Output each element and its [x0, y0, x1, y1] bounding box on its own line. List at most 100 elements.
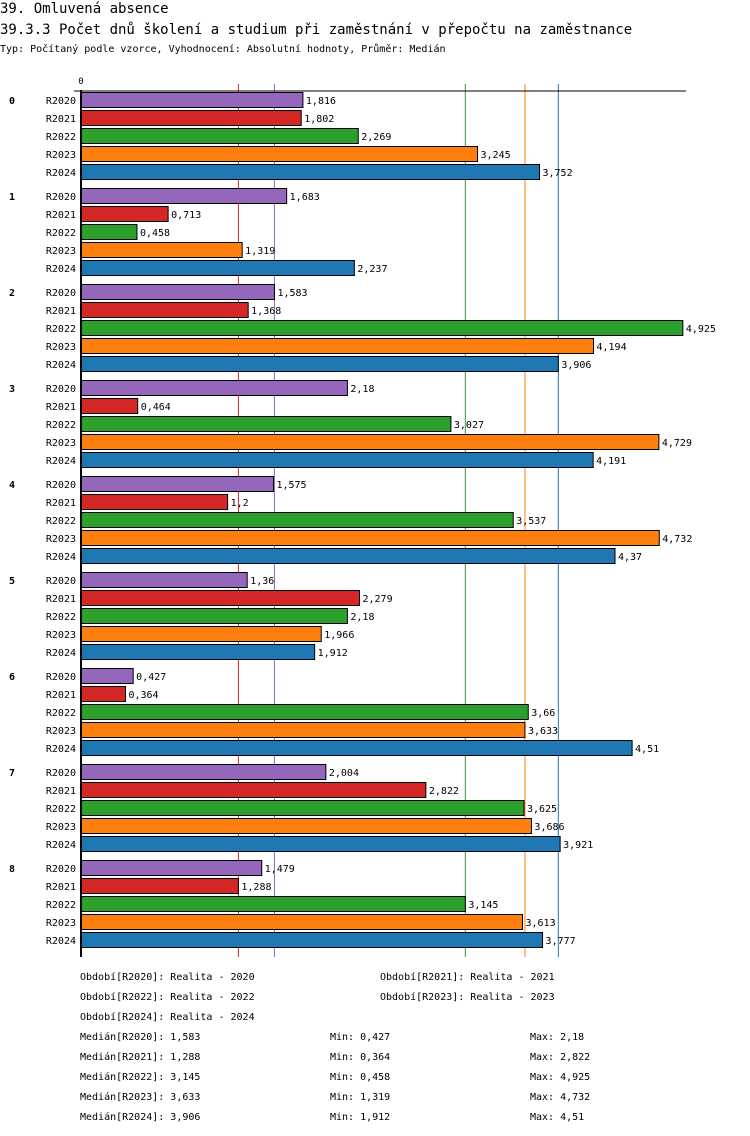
median-r2023: Medián[R2023]: 3,633 [80, 1092, 201, 1103]
group-label: 3 [9, 384, 15, 395]
series-label: R2021 [46, 402, 76, 413]
bar-r2022-7 [80, 800, 525, 816]
series-label: R2024 [46, 744, 76, 755]
series-label: R2020 [46, 96, 76, 107]
chart-subtitle: Typ: Počítaný podle vzorce, Vyhodnocení:… [0, 44, 446, 55]
data-label: 1,36 [250, 576, 274, 587]
max-r2024: Max: 4,51 [530, 1112, 585, 1123]
median-r2020: Medián[R2020]: 1,583 [80, 1032, 201, 1043]
data-label: 4,37 [618, 552, 642, 563]
series-label: R2024 [46, 936, 76, 947]
bar-r2024-6 [80, 740, 633, 756]
data-label: 0,364 [128, 690, 158, 701]
data-label: 4,732 [662, 534, 692, 545]
series-label: R2024 [46, 840, 76, 851]
group-label: 7 [9, 768, 15, 779]
data-label: 4,51 [635, 744, 659, 755]
series-label: R2023 [46, 342, 76, 353]
data-label: 0,464 [141, 402, 171, 413]
data-label: 1,575 [276, 480, 306, 491]
bar-r2020-3 [80, 380, 348, 396]
min-r2024: Min: 1,912 [330, 1112, 391, 1123]
series-label: R2022 [46, 228, 76, 239]
median-r2022: Medián[R2022]: 3,145 [80, 1072, 201, 1083]
min-r2023: Min: 1,319 [330, 1092, 391, 1103]
series-label: R2023 [46, 822, 76, 833]
data-label: 0,458 [140, 228, 170, 239]
data-label: 3,777 [546, 936, 576, 947]
bar-r2024-5 [80, 644, 316, 660]
series-label: R2020 [46, 288, 76, 299]
max-r2022: Max: 4,925 [530, 1072, 591, 1083]
data-label: 0,427 [136, 672, 166, 683]
bar-r2023-1 [80, 242, 243, 258]
group-label: 0 [9, 96, 15, 107]
data-label: 3,686 [534, 822, 564, 833]
bar-r2023-4 [80, 530, 660, 546]
series-label: R2022 [46, 900, 76, 911]
bar-r2021-3 [80, 398, 139, 414]
min-r2020: Min: 0,427 [330, 1032, 391, 1043]
series-label: R2023 [46, 630, 76, 641]
median-r2021: Medián[R2021]: 1,288 [80, 1052, 201, 1063]
data-label: 0,713 [171, 210, 201, 221]
x-tick-label: 0 [78, 77, 83, 87]
series-label: R2020 [46, 768, 76, 779]
bar-r2024-3 [80, 452, 594, 468]
bar-r2023-6 [80, 722, 526, 738]
section-title: 39. Omluvená absence [0, 1, 169, 17]
data-label: 2,822 [429, 786, 459, 797]
bar-r2021-0 [80, 110, 302, 126]
bar-r2022-4 [80, 512, 514, 528]
series-label: R2021 [46, 690, 76, 701]
bar-r2022-5 [80, 608, 348, 624]
series-label: R2024 [46, 264, 76, 275]
series-label: R2021 [46, 306, 76, 317]
bars: 1,816 1,802 2,269 3,245 3,752 1,683 0,7130,458… [80, 92, 716, 948]
data-label: 1,966 [324, 630, 354, 641]
data-label: 2,279 [362, 594, 392, 605]
legend-period-r2023: Období[R2023]: Realita - 2023 [380, 992, 555, 1003]
min-r2022: Min: 0,458 [330, 1072, 391, 1083]
group-label: 5 [9, 576, 15, 587]
series-label: R2020 [46, 864, 76, 875]
bar-r2020-2 [80, 284, 275, 300]
data-label: 1,319 [245, 246, 275, 257]
series-label: R2023 [46, 438, 76, 449]
data-label: 3,613 [526, 918, 556, 929]
series-label: R2022 [46, 516, 76, 527]
data-label: 3,66 [531, 708, 555, 719]
data-label: 1,288 [241, 882, 271, 893]
series-label: R2022 [46, 708, 76, 719]
series-label: R2020 [46, 192, 76, 203]
data-label: 3,906 [561, 360, 591, 371]
bar-r2021-2 [80, 302, 249, 318]
series-label: R2023 [46, 534, 76, 545]
bar-r2022-8 [80, 896, 466, 912]
bar-r2024-7 [80, 836, 561, 852]
bar-r2023-0 [80, 146, 479, 162]
bar-chart: 1,816 1,802 2,269 3,245 3,752 1,683 0,7130,458… [9, 77, 716, 957]
bar-r2023-3 [80, 434, 660, 450]
data-label: 2,237 [357, 264, 387, 275]
series-label: R2020 [46, 480, 76, 491]
legend-period-r2020: Období[R2020]: Realita - 2020 [80, 972, 255, 983]
data-label: 2,18 [350, 612, 374, 623]
series-label: R2023 [46, 918, 76, 929]
series-label: R2021 [46, 882, 76, 893]
legend-period-r2024: Období[R2024]: Realita - 2024 [80, 1012, 255, 1023]
data-label: 4,729 [662, 438, 692, 449]
bar-r2021-1 [80, 206, 169, 222]
group-label: 4 [9, 480, 15, 491]
bar-r2022-0 [80, 128, 359, 144]
bar-r2021-5 [80, 590, 360, 606]
bar-r2024-1 [80, 260, 355, 276]
bar-r2022-1 [80, 224, 138, 240]
data-label: 2,004 [329, 768, 359, 779]
series-label: R2024 [46, 168, 76, 179]
bar-r2020-0 [80, 92, 304, 108]
series-label: R2021 [46, 114, 76, 125]
group-label: 1 [9, 192, 15, 203]
max-r2023: Max: 4,732 [530, 1092, 591, 1103]
series-label: R2020 [46, 576, 76, 587]
